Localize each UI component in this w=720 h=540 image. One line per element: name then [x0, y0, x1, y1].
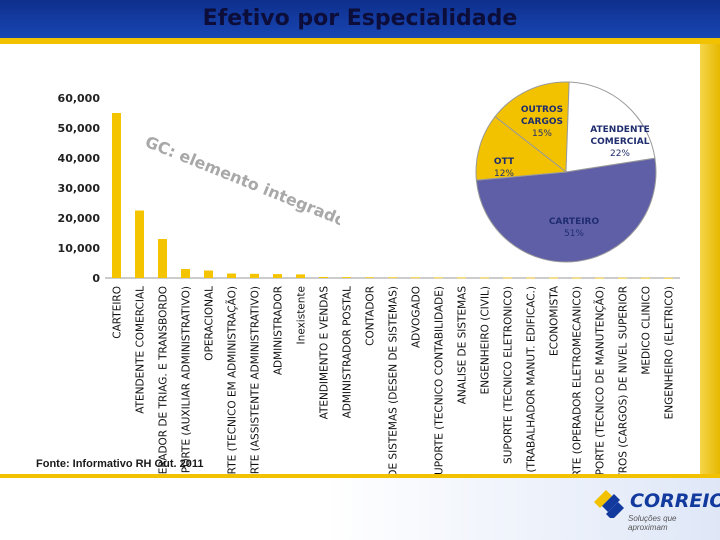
pie-slice-value: 15% [532, 129, 552, 139]
pie-slice [494, 81, 570, 173]
pie-slice-value: 12% [494, 169, 514, 179]
x-tick-label: CONTADOR [365, 286, 377, 346]
x-tick-label: SUPORTE (TECNICO EM ADMINISTRAÇÃO) [226, 286, 239, 474]
title-accent-line [0, 38, 720, 44]
bar [549, 277, 558, 279]
x-tick-label: OPERADOR DE TRIAG. E TRANSBORDO [158, 286, 170, 474]
bar [664, 277, 673, 279]
x-tick-label: SUPORTE (TECNICO DE MANUTENÇÃO) [594, 286, 607, 474]
title-band [0, 0, 720, 44]
bar [112, 113, 121, 278]
correios-logo: CORREIOS Soluções que aproximam [590, 484, 720, 534]
bar [457, 277, 466, 279]
bar [641, 277, 650, 279]
right-accent-band [700, 44, 720, 474]
pie-slice-value: 22% [610, 149, 630, 159]
x-tick-label: OPERACIONAL [204, 286, 216, 361]
pie-slice [565, 81, 656, 173]
x-tick-label: SUPORTE (OPERADOR ELETROMECANICO) [572, 286, 584, 474]
pie-slice-value: 51% [564, 229, 584, 239]
x-tick-label: SUPORTE (TECNICO ELETRONICO) [503, 286, 515, 464]
bar [365, 277, 374, 279]
footer-band [0, 478, 720, 540]
y-tick-label: 0 [92, 272, 100, 285]
bar [388, 277, 397, 279]
pie-slice-label: CARTEIRO [549, 217, 600, 227]
pie-slice-label: ATENDENTE [590, 125, 650, 135]
bar [296, 274, 305, 278]
footer-accent-line [0, 474, 720, 478]
bar [503, 277, 512, 279]
x-tick-label: ADMINISTRADOR [273, 286, 285, 375]
y-tick-label: 40,000 [58, 152, 101, 165]
bar [273, 274, 282, 278]
x-tick-label: ANALISTA DE SISTEMAS (DESEN DE SISTEMAS) [388, 286, 400, 474]
x-tick-label: ATENDIMENTO E VENDAS [319, 286, 331, 420]
pie-slice [475, 115, 568, 181]
bar [181, 269, 190, 278]
x-tick-label: ATENDENTE COMERCIAL [135, 286, 147, 414]
pie-slice-label: CARGOS [521, 117, 563, 127]
bar [595, 277, 604, 279]
bar [204, 270, 213, 278]
pie-slice-label: OUTROS [521, 105, 563, 115]
logo-wordmark: CORREIOS [630, 490, 720, 512]
x-tick-label: SUPORTE (AUXILIAR ADMINISTRATIVO) [181, 286, 193, 474]
x-tick-label: ENGENHEIRO (ELETRICO) [664, 286, 676, 419]
x-tick-label: OUTROS (CARGOS) DE NIVEL SUPERIOR [618, 286, 630, 474]
pie-chart: OUTROS CARGOS 15% ATENDENTE COMERCIAL 22% CART… [475, 81, 657, 263]
bar [319, 276, 328, 278]
bar-chart: 0 10,000 20,000 30,000 40,000 50,000 60,000 CAR… [58, 92, 680, 474]
y-tick-label: 10,000 [58, 242, 101, 255]
bar [572, 277, 581, 279]
x-tick-label: ADVOGADO [411, 286, 423, 348]
y-tick-label: 60,000 [58, 92, 101, 105]
bar [434, 277, 443, 279]
correios-logo-icon [594, 490, 624, 518]
bar [158, 239, 167, 278]
x-tick-label: ECONOMISTA [549, 285, 561, 356]
bar [411, 277, 420, 279]
bar [135, 210, 144, 278]
pie-slice-label: OTT [494, 157, 515, 167]
overlay-text: GC: elemento integrador! [143, 132, 340, 236]
y-tick-label: 30,000 [58, 182, 101, 195]
x-tick-label: SUPORTE (ASSISTENTE ADMINISTRATIVO) [250, 286, 262, 474]
y-tick-label: 50,000 [58, 122, 101, 135]
x-tick-label: MEDICO CLINICO [641, 286, 653, 375]
x-tick-label: ENGENHEIRO (CIVIL) [480, 286, 492, 394]
logo-tagline: Soluções que aproximam [628, 514, 677, 532]
x-tick-label: ANALISE DE SISTEMAS [457, 286, 469, 405]
pie-slice [475, 157, 657, 263]
y-tick-label: 20,000 [58, 212, 101, 225]
source-note: Fonte: Informativo RH Out. 2011 [36, 458, 204, 470]
x-tick-label: ADMINISTRADOR POSTAL [342, 286, 354, 419]
pie-slice-label: COMERCIAL [591, 137, 650, 147]
overlay-text-label: GC: elemento integrador! [143, 132, 340, 236]
bar [342, 277, 351, 278]
bar [227, 273, 236, 278]
bar [480, 277, 489, 279]
slide-title: Efetivo por Especialidade [202, 6, 518, 31]
bar [250, 273, 259, 278]
x-tick-label: SUPORTE (TECNICO CONTABILIDADE) [434, 286, 446, 474]
bar [526, 277, 535, 279]
bar [618, 277, 627, 279]
x-tick-label: CARTEIRO [112, 286, 124, 339]
x-tick-label: Inexistente [296, 286, 308, 344]
x-tick-label: SUPORTE (TRABALHADOR MANUT. EDIFICAC.) [526, 286, 538, 474]
